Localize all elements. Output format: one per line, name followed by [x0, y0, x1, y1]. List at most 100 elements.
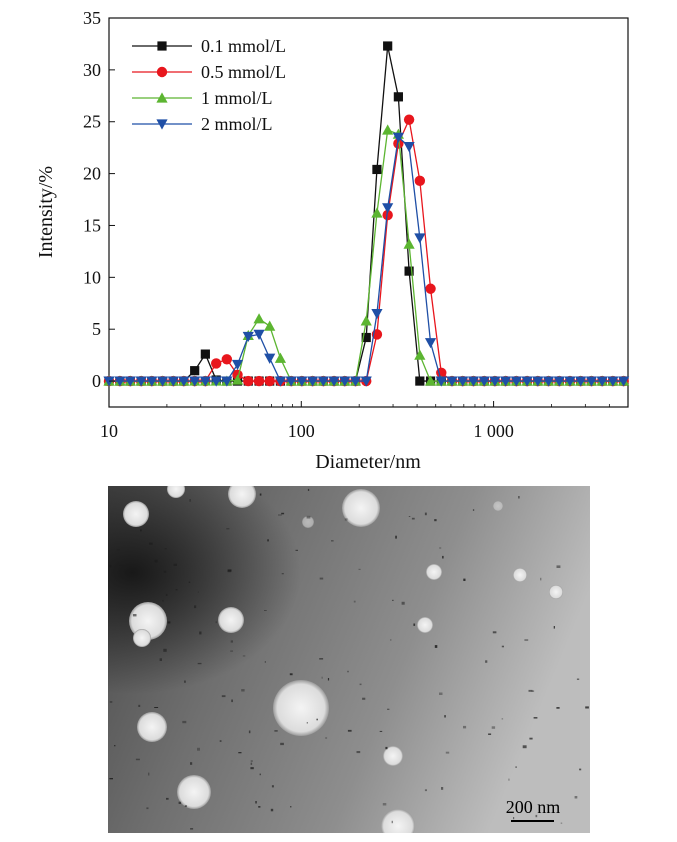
debris-speck: [197, 662, 202, 665]
data-point: [178, 376, 190, 387]
scale-bar-label: 200 nm: [506, 797, 561, 817]
debris-speck: [138, 704, 141, 707]
data-point: [221, 354, 233, 365]
debris-speck: [408, 516, 411, 517]
debris-speck: [175, 589, 178, 591]
x-tick-label: 10: [100, 421, 118, 441]
particle: [218, 607, 244, 633]
debris-speck: [281, 573, 284, 575]
debris-speck: [316, 718, 318, 721]
particle: [513, 568, 527, 582]
particle: [123, 501, 149, 527]
data-point: [328, 376, 340, 387]
legend-marker: [157, 41, 167, 51]
legend-marker: [156, 66, 168, 78]
data-point: [382, 124, 394, 135]
debris-speck: [163, 648, 167, 652]
debris-speck: [258, 806, 261, 808]
data-point: [446, 376, 458, 387]
debris-speck: [199, 631, 202, 635]
data-point: [618, 376, 630, 387]
debris-speck: [434, 519, 437, 522]
data-point: [393, 92, 403, 102]
series-line: [109, 129, 624, 382]
debris-speck: [434, 645, 438, 648]
series-4: [103, 132, 630, 387]
debris-speck: [579, 768, 582, 771]
debris-speck: [488, 733, 492, 735]
debris-speck: [319, 658, 324, 660]
data-point: [457, 376, 469, 387]
debris-speck: [585, 706, 589, 709]
debris-speck: [556, 707, 560, 709]
tem-micrograph: 200 nm: [108, 486, 590, 833]
debris-speck: [146, 807, 149, 810]
debris-speck: [178, 801, 182, 804]
debris-speck: [540, 577, 542, 581]
particle: [342, 489, 380, 527]
data-point: [371, 207, 383, 218]
data-point: [200, 349, 210, 359]
debris-speck: [278, 514, 282, 516]
debris-speck: [382, 803, 387, 806]
debris-speck: [359, 683, 362, 686]
debris-speck: [140, 529, 142, 532]
debris-speck: [347, 670, 349, 673]
debris-speck: [159, 658, 162, 661]
debris-speck: [164, 548, 167, 550]
debris-speck: [560, 822, 563, 824]
series-2: [103, 114, 629, 387]
debris-speck: [190, 762, 193, 765]
debris-speck: [132, 614, 137, 617]
data-point: [135, 376, 147, 387]
debris-speck: [259, 773, 261, 776]
data-point: [231, 374, 244, 385]
debris-speck: [306, 722, 308, 724]
debris-speck: [553, 626, 555, 629]
data-point: [372, 164, 382, 175]
data-point: [414, 233, 426, 244]
dls-size-distribution-chart: 0 5 10 15 20 25 30 35 10 100 1 000 0.1 mmol/L 0.5 m…: [35, 8, 630, 470]
debris-speck: [227, 569, 232, 572]
debris-speck: [271, 785, 274, 788]
debris-speck: [574, 796, 578, 799]
debris-speck: [441, 787, 444, 790]
data-point: [393, 138, 404, 149]
debris-speck: [238, 752, 242, 754]
data-point: [564, 376, 576, 387]
data-point: [264, 375, 275, 387]
data-point: [521, 376, 533, 387]
y-tick-label: 25: [83, 112, 101, 132]
particle: [426, 564, 442, 580]
legend-marker: [156, 119, 168, 130]
particle: [493, 501, 503, 511]
data-point: [285, 376, 297, 387]
debris-speck: [154, 707, 159, 708]
particle: [383, 746, 403, 766]
series-line: [109, 45, 624, 382]
data-point: [382, 203, 394, 214]
debris-speck: [148, 772, 150, 776]
particle: [549, 585, 563, 599]
x-axis-label: Diameter/nm: [315, 451, 421, 470]
plot-area: [108, 17, 629, 408]
debris-speck: [424, 789, 427, 792]
debris-speck: [250, 767, 254, 770]
data-point: [424, 338, 437, 349]
debris-speck: [331, 540, 334, 542]
debris-speck: [501, 718, 504, 720]
data-point: [596, 376, 608, 387]
debris-speck: [166, 797, 169, 800]
debris-speck: [116, 549, 120, 551]
debris-speck: [184, 805, 187, 807]
debris-speck: [242, 655, 246, 657]
debris-speck: [347, 729, 352, 732]
data-point: [575, 376, 587, 387]
debris-speck: [439, 692, 443, 695]
data-point: [404, 266, 414, 276]
particle: [381, 809, 415, 833]
data-point: [274, 352, 287, 363]
debris-speck: [295, 549, 298, 551]
debris-speck: [501, 645, 504, 648]
debris-speck: [424, 512, 427, 516]
